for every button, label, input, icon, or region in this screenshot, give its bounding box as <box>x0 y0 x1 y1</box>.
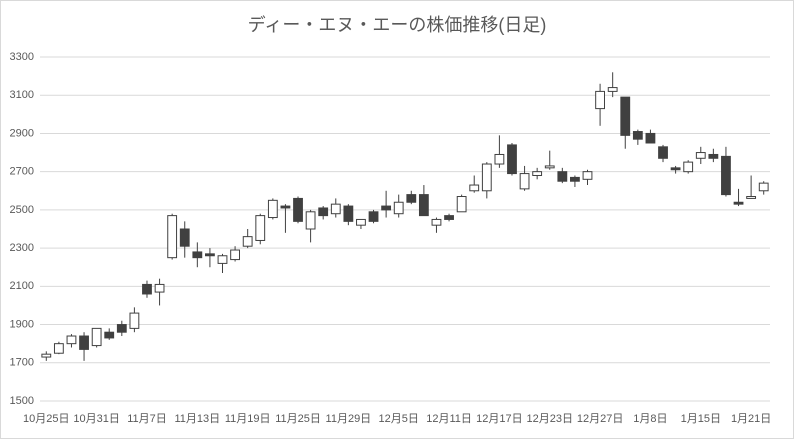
candle-body <box>53 343 64 354</box>
x-tick-label: 11月19日 <box>225 413 271 425</box>
y-tick-label: 2700 <box>10 166 34 178</box>
candle-body <box>154 283 165 293</box>
candle-body <box>179 228 190 247</box>
chart-title: ディー・エヌ・エーの株価推移(日足) <box>248 15 547 35</box>
y-tick-label: 1500 <box>10 395 34 407</box>
candle-body <box>393 201 404 215</box>
candle-body <box>544 165 555 169</box>
y-tick-label: 3100 <box>10 89 34 101</box>
y-tick-label: 2100 <box>10 280 34 292</box>
candle-body <box>330 203 341 215</box>
candle-body <box>746 196 757 199</box>
candle-body <box>481 163 492 192</box>
candle-body <box>79 335 89 350</box>
candle-body <box>356 218 366 226</box>
x-tick-label: 11月29日 <box>326 413 372 425</box>
candle-body <box>406 194 417 203</box>
x-tick-label: 10月25日 <box>23 413 69 425</box>
candle-body <box>721 155 731 196</box>
candle-body <box>41 353 52 358</box>
candle-body <box>733 201 744 205</box>
candle-body <box>267 199 278 219</box>
candle-body <box>192 251 203 259</box>
candle-body <box>116 324 127 333</box>
candle-body <box>557 171 568 182</box>
x-tick-label: 12月23日 <box>526 413 572 425</box>
candle-body <box>658 146 668 159</box>
y-tick-label: 2900 <box>10 127 34 139</box>
candle-body <box>167 215 178 259</box>
candle-body <box>66 335 77 345</box>
candle-body <box>607 87 618 92</box>
candle-body <box>469 184 480 192</box>
candle-body <box>242 236 253 247</box>
candle-body <box>318 207 329 217</box>
candle-body <box>343 205 354 222</box>
candle-body <box>418 194 429 217</box>
candle-body <box>595 90 605 110</box>
candle-body <box>532 171 543 176</box>
x-tick-label: 11月7日 <box>127 413 167 425</box>
x-tick-label: 11月13日 <box>174 413 220 425</box>
candle-body <box>368 211 379 222</box>
candle-body <box>280 205 291 209</box>
candle-body <box>632 131 643 140</box>
x-tick-label: 12月17日 <box>476 413 522 425</box>
candle-body <box>695 152 706 159</box>
candle-body <box>645 132 656 144</box>
candle-body <box>758 182 769 192</box>
candle-body <box>129 312 140 329</box>
candle-body <box>494 153 505 165</box>
candle-body <box>519 173 530 190</box>
x-tick-label: 10月31日 <box>73 413 119 425</box>
y-tick-label: 2500 <box>10 204 34 216</box>
candle-body <box>570 176 580 182</box>
candle-body <box>507 144 517 175</box>
candle-body <box>91 327 102 347</box>
candle-body <box>293 197 303 222</box>
candle-body <box>205 253 215 257</box>
x-tick-label: 1月21日 <box>731 413 771 425</box>
x-tick-label: 12月5日 <box>379 413 419 425</box>
x-tick-label: 1月15日 <box>681 413 721 425</box>
candle-body <box>582 171 593 180</box>
y-tick-label: 1900 <box>10 318 34 330</box>
candle-body <box>381 205 392 211</box>
candle-body <box>670 167 681 171</box>
candle-body <box>620 96 631 136</box>
y-tick-label: 1700 <box>10 357 34 369</box>
x-tick-label: 1月8日 <box>633 413 667 425</box>
x-tick-label: 12月27日 <box>577 413 623 425</box>
candle-body <box>104 331 115 339</box>
candle-body <box>431 218 442 226</box>
candle-body <box>230 249 240 261</box>
x-tick-label: 11月25日 <box>275 413 321 425</box>
candle-body <box>708 153 719 159</box>
candle-body <box>456 196 467 213</box>
candle-body <box>255 215 266 241</box>
candle-body <box>305 211 316 230</box>
y-tick-label: 2300 <box>10 242 34 254</box>
candle-body <box>142 283 152 295</box>
y-tick-label: 3300 <box>10 51 34 63</box>
x-tick-label: 12月11日 <box>426 413 472 425</box>
candle-body <box>217 255 228 264</box>
candle-body <box>683 161 694 173</box>
candle-body <box>444 215 454 220</box>
